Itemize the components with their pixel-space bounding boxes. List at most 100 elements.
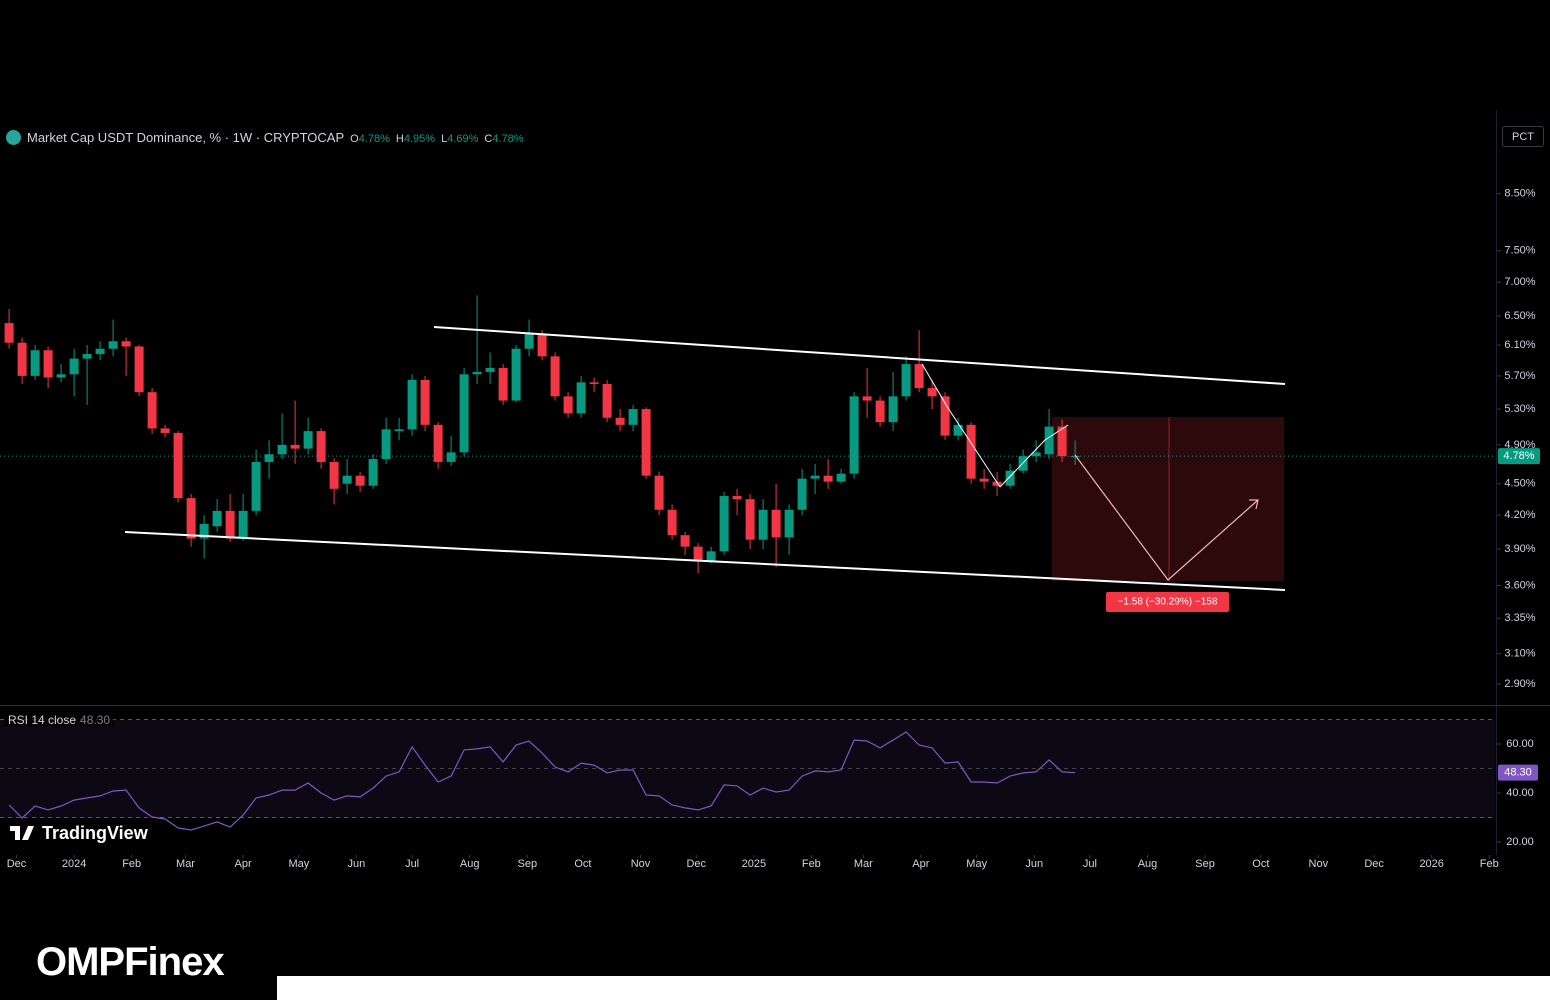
candle-body [641,409,651,476]
candle-body [797,478,807,510]
candle-body [160,428,170,433]
ohlc-key: O [350,132,359,145]
candle-body [719,496,729,552]
price-badge [1498,448,1540,465]
y-tick-label: 3.60% [1504,579,1535,591]
candle-body [329,461,339,489]
rsi-line [8,731,1076,831]
candle-body [576,382,586,414]
trend-line [921,363,949,409]
candle-body [407,379,417,430]
x-tick-label: Oct [1252,858,1269,870]
x-tick-label: Jun [1025,858,1043,870]
candle-body [1070,456,1080,458]
x-tick-label: Sep [517,858,537,870]
candle-body [108,341,118,349]
x-tick-label: 2025 [742,858,766,870]
candle-body [732,496,742,500]
candle-body [758,509,768,540]
candle-body [654,475,664,510]
x-tick-label: Jul [405,858,419,870]
rsi-badge [1498,764,1538,781]
y-tick-label: 3.35% [1504,612,1535,624]
x-tick-label: Nov [1309,858,1329,870]
x-tick-label: 2024 [62,858,86,870]
symbol: Market Cap USDT Dominance, % · 1W · CRYP… [27,129,345,145]
y-tick-label: 7.00% [1504,276,1535,288]
x-tick-label: Feb [802,858,821,870]
candle-body [602,383,612,418]
candle-body [1005,470,1015,486]
x-tick-label: Jul [1083,858,1097,870]
y-tick-label: 3.10% [1504,648,1535,660]
candle-body [43,350,53,378]
candle-body [771,509,781,538]
projection-box [1052,417,1284,581]
legend: Market Cap USDT Dominance, % · 1W · CRYP… [6,128,524,146]
candle-body [381,429,391,460]
projection-arrow [1074,454,1259,581]
candle-body [563,396,573,414]
trend-line [999,439,1046,488]
ohlc-key: C [484,132,493,145]
candle-body [680,535,690,547]
candle-body [693,546,703,561]
candle-body [30,350,40,376]
candle-body [69,358,79,375]
rsi-legend: RSI 14 close 48.30 [4,713,115,727]
scale-button[interactable]: PCT [1502,126,1544,147]
candle-body [849,396,859,474]
candle-body [251,461,261,511]
y-tick-label: 4.20% [1504,509,1535,521]
x-tick-label: Dec [686,858,706,870]
candle-body [147,392,157,429]
candle-body [368,459,378,486]
candle-body [901,364,911,397]
y-tick-label: 6.50% [1504,310,1535,322]
ohlc-value: 4.78% [492,132,524,145]
x-tick-label: Feb [1480,858,1499,870]
x-tick-label: Oct [574,858,591,870]
watermark: TradingView [42,823,149,843]
y-tick-label: 4.50% [1504,478,1535,490]
x-tick-label: May [288,858,309,870]
candle-body [199,523,209,539]
trend-line [433,326,1286,385]
x-tick-label: Aug [460,858,480,870]
symbol-icon [6,129,21,145]
candle-body [433,424,443,462]
ohlc-key: L [441,132,448,145]
candle-body [173,432,183,499]
price-badge-label: 4.78% [1503,450,1534,462]
x-tick-label: Aug [1138,858,1158,870]
x-tick-label: Mar [176,858,195,870]
candle-body [784,509,794,538]
candle-body [1044,426,1054,455]
candle-body [1031,452,1041,457]
candle-body [875,400,885,423]
candle-body [355,475,365,486]
candle-body [472,371,482,375]
candle-body [485,367,495,372]
ohlc-value: 4.69% [447,132,479,145]
candle-body [134,346,144,393]
x-tick-label: Dec [1364,858,1384,870]
candle-body [420,379,430,425]
rsi-tick-label: 40.00 [1506,787,1534,799]
candle-body [836,473,846,482]
rsi-title: RSI 14 close [8,713,77,727]
ohlc-value: 4.95% [403,132,436,145]
x-tick-label: Feb [122,858,141,870]
candle-body [82,354,92,359]
candle-body [706,551,716,561]
candle-body [446,452,456,462]
candle-body [927,388,937,397]
candle-body [225,510,235,539]
candle-body [953,424,963,436]
y-tick-label: 7.50% [1504,245,1535,257]
x-tick-label: May [966,858,987,870]
ohlc: O4.78% H4.95% L4.69% C4.78% [344,130,523,145]
measure-badge [1106,592,1229,612]
measure-label: −1.58 (−30.29%) −158 [1118,597,1218,608]
